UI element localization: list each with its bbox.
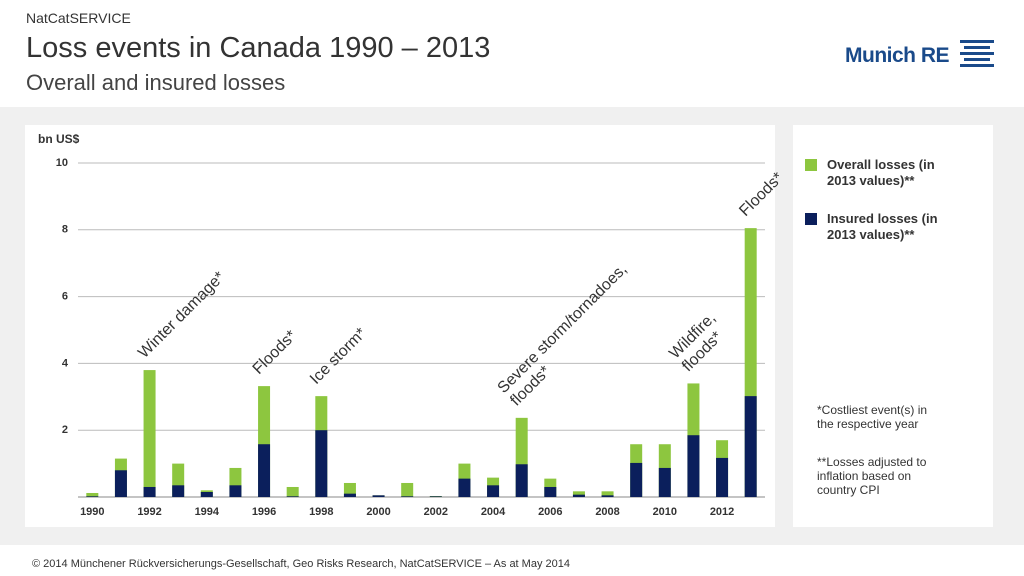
bar [630,462,643,497]
annotation-line: Floods* [250,328,300,378]
note: **Losses adjusted to inflation based on … [817,455,927,497]
bar [172,485,185,497]
bar [86,496,99,497]
note: *Costliest event(s) in the respective ye… [817,403,928,431]
bar [487,485,500,497]
y-axis-label: bn US$ [38,132,80,146]
annotation-line: Winter damage* [135,269,228,362]
x-tick-label: 2006 [538,506,562,518]
x-tick-label: 2010 [653,506,677,518]
bar [515,464,528,497]
bar [601,495,614,497]
annotation-line: Floods* [736,170,780,220]
annotation-line: Ice storm* [307,325,370,388]
legend-swatch [805,159,817,171]
bar [372,495,385,497]
bar [286,496,299,497]
bar [658,467,671,497]
bar [401,496,414,497]
y-tick-label: 2 [62,424,68,436]
y-tick-label: 6 [62,291,68,303]
x-tick-label: 1994 [195,506,220,518]
bar [315,430,328,497]
bar [401,482,414,497]
x-tick-label: 1998 [309,506,333,518]
annotation: Ice storm* [307,325,370,388]
y-tick-label: 4 [62,357,69,369]
bar [114,470,127,497]
title: Loss events in Canada 1990 – 2013 [26,32,491,64]
kicker: NatCatSERVICE [26,10,131,26]
annotation: Floods* [736,170,780,220]
bar [429,496,442,497]
bar [572,491,585,497]
chart: bn US$ 2 4 6 8 10 1990 1992 Winter damage* 1994 1… [38,132,780,518]
bar [258,444,271,497]
x-tick-label: 2004 [481,506,506,518]
annotation: Floods* [250,328,300,378]
x-tick-label: 2000 [366,506,390,518]
logo-text: Munich RE [845,44,950,67]
annotation: Severe storm/tornadoes,floods* [495,261,644,410]
bar [200,491,213,497]
logo-mark [960,40,995,67]
x-tick-label: 2008 [595,506,619,518]
bar [143,370,156,497]
annotation: Wildfire,floods* [667,310,733,376]
legend-item: Insured losses (in 2013 values)** [805,211,957,243]
x-tick-label: 1990 [80,506,104,518]
bar [601,491,614,497]
annotation: Winter damage* [135,269,228,362]
bar [544,486,557,497]
annotation-line: Severe storm/tornadoes, [495,261,631,397]
y-tick-label: 8 [62,224,68,236]
logo: Munich RE [845,38,995,68]
x-tick-label: 2012 [710,506,734,518]
legend-label: Overall losses (in 2013 values)** [827,157,935,188]
legend-swatch [805,213,817,225]
legend-panel: Overall losses (in 2013 values)** Insure… [793,125,993,527]
y-tick-label: 10 [56,157,68,169]
bar [229,485,242,497]
subtitle: Overall and insured losses [26,70,286,95]
bar [687,435,700,497]
bar [744,396,757,497]
footer: © 2014 Münchener Rückversicherungs-Gesel… [32,558,570,570]
bar [343,482,356,497]
bar [458,478,471,497]
bar [716,457,729,497]
bar [86,492,99,497]
bar [143,486,156,497]
bar [286,486,299,497]
x-tick-label: 1996 [252,506,276,518]
bar [343,493,356,497]
x-tick-label: 2002 [424,506,448,518]
x-tick-label: 1992 [137,506,161,518]
legend-item: Overall losses (in 2013 values)** [805,157,957,189]
bar [572,494,585,497]
legend-label: Insured losses (in 2013 values)** [827,211,938,242]
